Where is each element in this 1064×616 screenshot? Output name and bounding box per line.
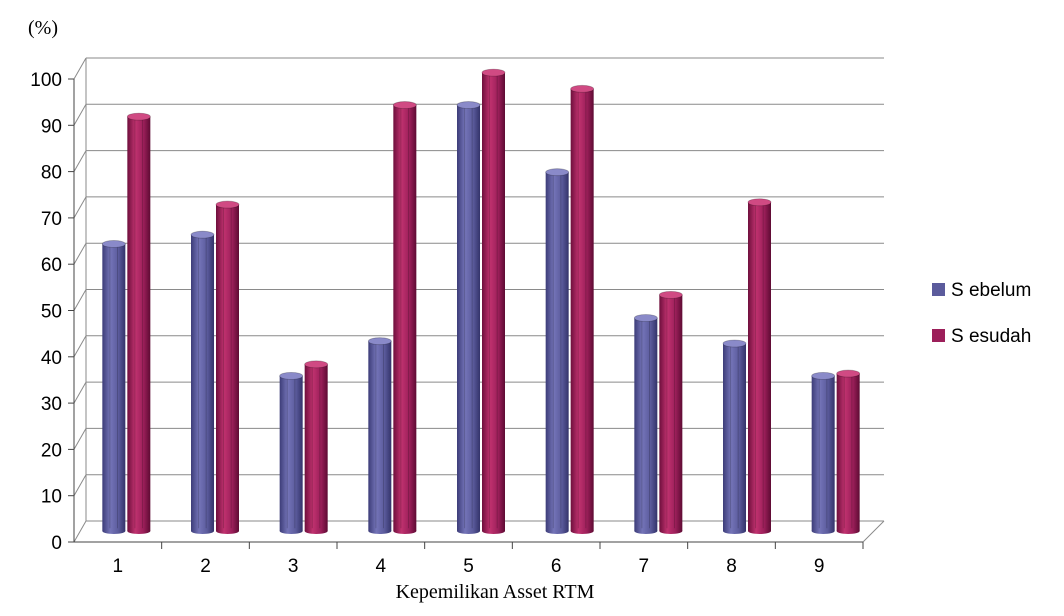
legend-swatch-sesudah [932, 329, 945, 342]
y-axis-label: (%) [28, 17, 58, 39]
y-tick-label: 90 [41, 116, 62, 137]
bar-sebelum [279, 371, 304, 534]
bar-sebelum [101, 240, 126, 534]
gridline-side [73, 242, 87, 265]
bar-sebelum [811, 371, 836, 534]
bar-sesudah [570, 84, 595, 534]
bar-sesudah [215, 200, 240, 534]
x-tick-label: 4 [376, 556, 387, 577]
y-tick-labels: 0 10 20 30 40 50 60 70 80 90 100 [30, 70, 62, 554]
x-tick-label: 3 [288, 556, 299, 577]
x-tick-label: 9 [814, 556, 825, 577]
x-axis-label: Kepemilikan Asset RTM [396, 581, 595, 603]
bar-sesudah [304, 360, 329, 534]
legend: S ebelum S esudah [932, 280, 1031, 347]
gridline-side [73, 335, 87, 358]
x-tick-label: 8 [726, 556, 737, 577]
y-tick-label: 30 [41, 394, 62, 415]
x-tick-label: 7 [639, 556, 650, 577]
gridline-side [73, 104, 87, 126]
bar-sesudah [392, 101, 417, 534]
y-tick-label: 40 [41, 348, 62, 369]
bar-sebelum [545, 168, 570, 534]
gridline-side [73, 150, 87, 172]
bar-sebelum [456, 101, 481, 534]
bar-sesudah [747, 198, 772, 534]
bar-sesudah [658, 290, 683, 534]
y-tick-label: 80 [41, 163, 62, 184]
legend-swatch-sebelum [932, 283, 945, 296]
x-tick-label: 1 [113, 556, 124, 577]
y-tick-label: 100 [30, 70, 62, 91]
x-tick-label: 2 [200, 556, 211, 577]
x-tick-label: 5 [463, 556, 474, 577]
gridline-side [73, 428, 87, 450]
y-tick-label: 60 [41, 255, 62, 276]
y-tick-label: 0 [51, 533, 62, 554]
gridline-side [73, 474, 87, 496]
floor-right-edge [862, 520, 885, 543]
bar-sebelum [722, 339, 747, 534]
y-tick-label: 50 [41, 302, 62, 323]
bar-sesudah [481, 68, 506, 534]
bar-sebelum [190, 230, 215, 534]
x-tick-labels: 1 2 3 4 5 6 7 8 9 [113, 556, 825, 577]
gridline-side [73, 520, 87, 543]
y-tick-label: 70 [41, 209, 62, 230]
gridline-side [73, 289, 87, 311]
legend-label-sebelum: S ebelum [951, 280, 1031, 301]
gridline-side [73, 381, 87, 404]
bar-sesudah [836, 369, 861, 534]
bars [101, 68, 861, 534]
gridline-side [73, 196, 87, 219]
bar-sebelum [633, 314, 658, 534]
gridline-side [73, 57, 87, 80]
y-tick-label: 10 [41, 487, 62, 508]
y-tick-label: 20 [41, 440, 62, 461]
bar-sesudah [126, 112, 151, 534]
legend-label-sesudah: S esudah [951, 326, 1031, 347]
x-tick-label: 6 [551, 556, 562, 577]
bar-sebelum [367, 337, 392, 534]
